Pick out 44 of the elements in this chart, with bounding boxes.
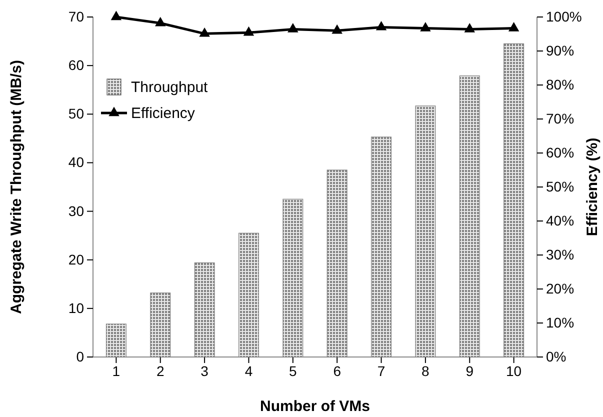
y-tick-label: 60 <box>68 57 84 74</box>
point <box>332 24 342 34</box>
y2-tick-label: 20% <box>546 280 574 296</box>
point <box>155 16 166 26</box>
x-tick-label: 2 <box>156 362 164 379</box>
y-tick-label: 50 <box>68 106 84 122</box>
point <box>420 22 431 32</box>
legend-label: Throughput <box>131 79 209 96</box>
point <box>376 20 387 30</box>
y2-tick-label: 50% <box>546 178 574 194</box>
y2-tick-label: 80% <box>546 76 574 92</box>
x-tick-label: 3 <box>200 362 209 379</box>
y2-tick-label: 100% <box>546 8 582 24</box>
point <box>464 23 475 32</box>
x-tick-label: 7 <box>377 362 386 379</box>
x-tick-label: 5 <box>289 362 298 379</box>
y-tick-label: 20 <box>68 251 84 268</box>
x-tick-label: 9 <box>466 362 474 379</box>
y2-tick-label: 0% <box>546 348 566 364</box>
x-tick-label: 8 <box>422 362 430 379</box>
y-tick-label: 0 <box>76 348 84 364</box>
x-tick-label: 1 <box>112 362 120 379</box>
point <box>199 27 210 37</box>
y-tick-label: 40 <box>68 154 84 170</box>
legend-label: Efficiency <box>131 105 196 122</box>
y-axis-title: Aggregate Write Throughput (MB/s) <box>8 60 25 314</box>
y2-axis-title: Efficiency (%) <box>584 138 601 236</box>
x-axis-title: Number of VMs <box>260 398 370 415</box>
x-tick-label: 6 <box>333 362 342 379</box>
point <box>288 23 298 32</box>
y2-tick-label: 30% <box>546 246 574 262</box>
y2-tick-label: 10% <box>546 314 574 330</box>
y-tick-label: 30 <box>68 202 84 219</box>
y-tick-label: 70 <box>68 8 84 24</box>
x-tick-label: 10 <box>506 362 522 379</box>
point <box>243 26 254 36</box>
y-tick-label: 10 <box>68 300 84 316</box>
point <box>508 22 520 32</box>
x-tick-label: 4 <box>244 362 253 379</box>
y2-tick-label: 70% <box>546 110 574 126</box>
y2-tick-label: 40% <box>546 212 574 228</box>
y2-tick-label: 90% <box>546 42 574 58</box>
y2-tick-label: 60% <box>546 144 574 160</box>
point <box>110 10 122 20</box>
